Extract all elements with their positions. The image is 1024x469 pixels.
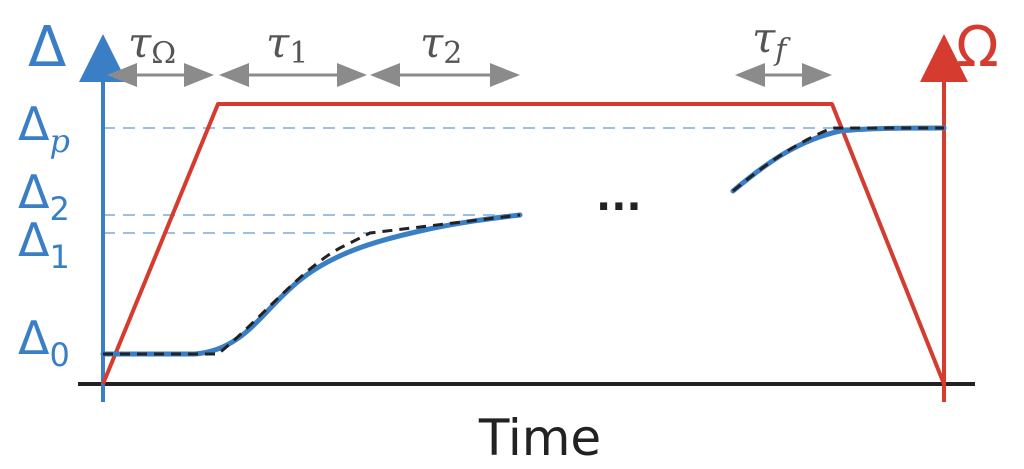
delta-curve-segment-2 [730,125,947,194]
delta-step-dashed-segment-1 [103,213,521,356]
reference-lines [103,127,943,234]
ellipsis-label: ··· [596,184,642,230]
delta-2-label: Δ2 [18,165,70,228]
tau-omega-label: τΩ [128,18,176,71]
delta-p-label: Δp [18,97,70,160]
delta-0-label: Δ0 [18,311,70,374]
tau-f-label: τf [752,13,791,68]
omega-pulse-curve [101,102,946,385]
tau-2-label: τ2 [420,18,462,71]
delta-1-label: Δ1 [18,213,70,276]
time-axis-label: Time [478,409,601,467]
delta-axis-symbol: Δ [28,15,66,80]
tau-1-label: τ1 [266,18,308,71]
delta-step-dashed-segment-2 [732,126,944,193]
omega-axis-symbol: Ω [956,15,999,80]
